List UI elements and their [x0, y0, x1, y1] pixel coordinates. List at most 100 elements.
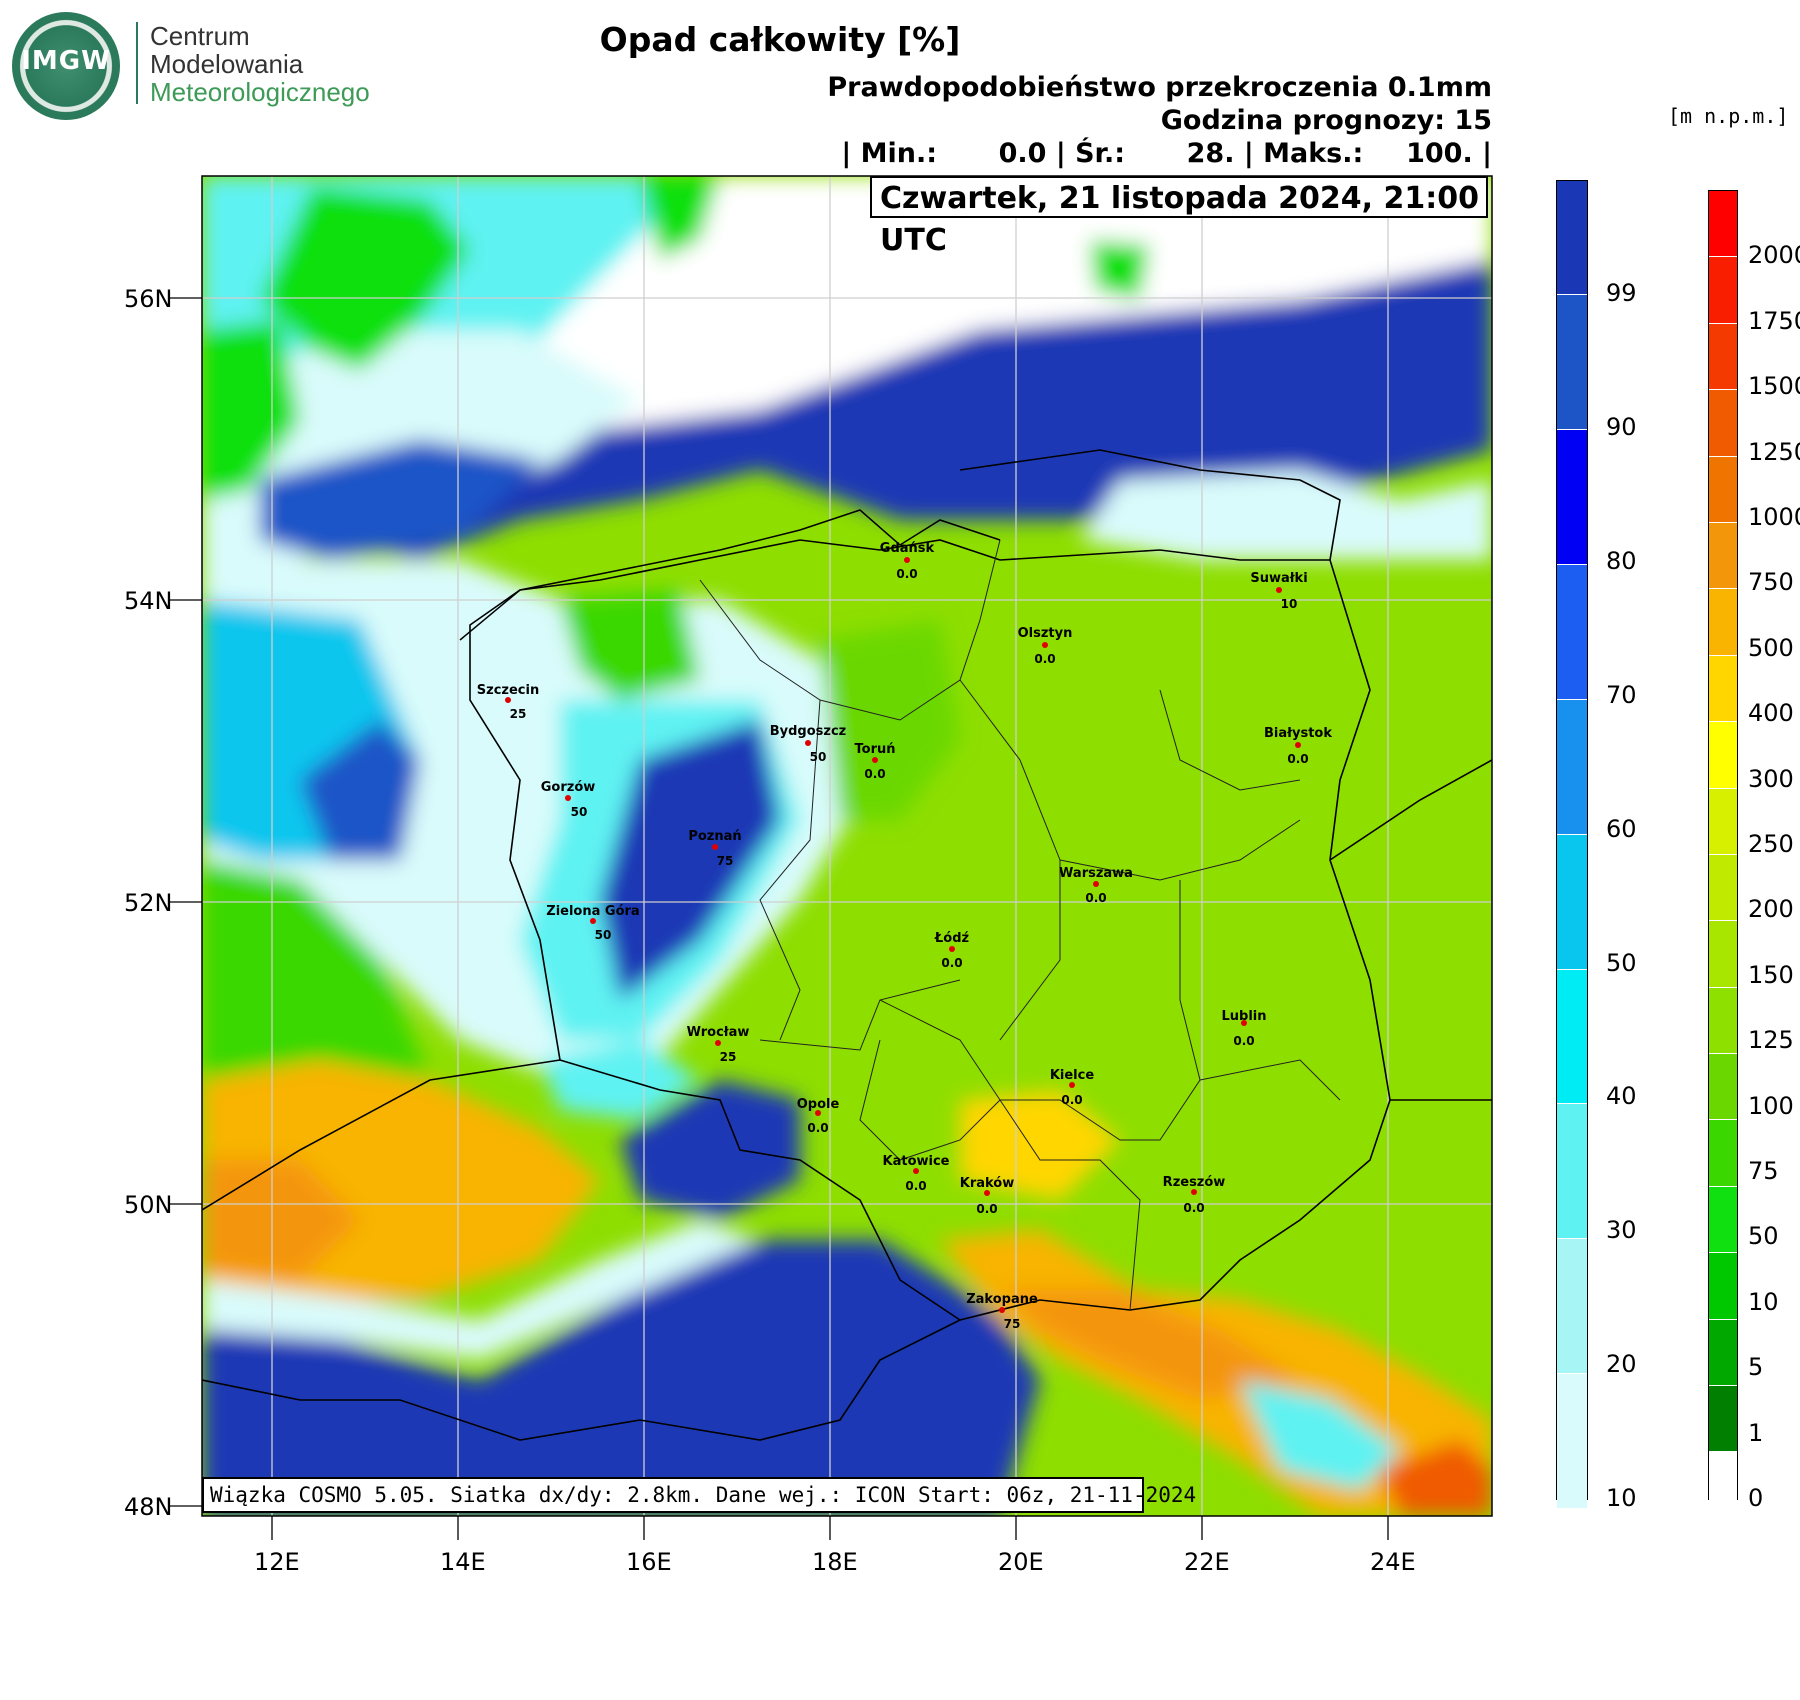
terrain-swatch-0: [1709, 191, 1737, 258]
terrain-colorbar-label: 75: [1748, 1157, 1779, 1185]
city-name-bialystok: Białystok: [1264, 726, 1332, 741]
city-value-bialystok: 0.0: [1287, 752, 1309, 766]
terrain-swatch-12: [1709, 987, 1737, 1055]
city-dot-olsztyn: [1042, 642, 1048, 648]
city-name-krakow: Kraków: [959, 1176, 1015, 1191]
stats-end: |: [1482, 138, 1492, 169]
city-name-suwalki: Suwałki: [1250, 571, 1308, 586]
city-dot-lodz: [949, 946, 955, 952]
city-value-rzeszow: 0.0: [1183, 1201, 1205, 1215]
city-name-opole: Opole: [796, 1097, 840, 1112]
precip-colorbar-label: 99: [1606, 279, 1637, 308]
terrain-swatch-5: [1709, 522, 1737, 590]
city-name-gdansk: Gdańsk: [879, 541, 935, 556]
terrain-swatch-18: [1709, 1386, 1737, 1453]
subtitle-forecast-hour: Godzina prognozy: 15: [1160, 105, 1492, 136]
precip-colorbar-label: 80: [1606, 547, 1637, 576]
lat-label-54n: 54N: [124, 587, 173, 615]
precip-swatch-0: [1557, 181, 1587, 296]
terrain-colorbar-label: 1750: [1748, 306, 1800, 335]
terrain-swatch-10: [1709, 854, 1737, 922]
terrain-swatch-16: [1709, 1253, 1737, 1320]
model-info-box: Wiązka COSMO 5.05. Siatka dx/dy: 2.8km. …: [202, 1477, 1196, 1513]
stats-avg-label: | Śr.:: [1055, 138, 1126, 169]
lat-label-56n: 56N: [124, 285, 173, 313]
city-value-kielce: 0.0: [1061, 1093, 1083, 1107]
org-line-1: Centrum: [150, 21, 250, 51]
city-name-gorzow: Gorzów: [540, 780, 596, 795]
forecast-date-box: Czwartek, 21 listopada 2024, 21:00 UTC: [870, 176, 1488, 258]
terrain-colorbar-label: 1000: [1748, 503, 1800, 531]
city-dot-kielce: [1069, 1082, 1075, 1088]
city-name-torun: Toruń: [854, 742, 896, 757]
precip-swatch-2: [1557, 430, 1587, 566]
city-dot-krakow: [984, 1190, 990, 1196]
terrain-swatch-7: [1709, 655, 1737, 723]
city-dot-rzeszow: [1191, 1189, 1197, 1195]
lon-label-24e: 24E: [1370, 1548, 1416, 1576]
city-dot-katowice: [913, 1168, 919, 1174]
terrain-colorbar-label: 0: [1748, 1484, 1764, 1512]
city-name-katowice: Katowice: [882, 1154, 950, 1169]
terrain-colorbar-label: 2000: [1748, 241, 1800, 270]
terrain-swatch-3: [1709, 390, 1737, 457]
city-value-suwalki: 10: [1280, 597, 1298, 611]
city-value-torun: 0.0: [864, 767, 886, 781]
precip-colorbar-label: 50: [1606, 948, 1637, 977]
voivodeship-borders: [699, 539, 1341, 1311]
city-value-szczecin: 25: [509, 707, 527, 721]
precip-swatch-3: [1557, 565, 1587, 700]
city-value-wroclaw: 25: [719, 1050, 737, 1064]
terrain-colorbar-label: 1250: [1748, 437, 1800, 466]
city-dot-bialystok: [1295, 742, 1301, 748]
terrain-colorbar-label: 1: [1748, 1418, 1764, 1447]
precip-swatch-8: [1557, 1239, 1587, 1375]
terrain-colorbar-label: 125: [1748, 1026, 1794, 1055]
terrain-swatch-11: [1709, 921, 1737, 988]
city-value-zielona-gora: 50: [594, 928, 612, 942]
imgw-logo: IMGW: [12, 12, 120, 120]
logo-inner-text: IMGW: [21, 46, 111, 76]
lon-label-12e: 12E: [254, 1548, 300, 1576]
terrain-colorbar-label: 100: [1748, 1091, 1794, 1120]
terrain-swatch-9: [1709, 788, 1737, 855]
stats-avg-value: 28.: [1186, 138, 1235, 169]
city-dot-zielona-gora: [590, 918, 596, 924]
city-value-zakopane: 75: [1003, 1317, 1021, 1331]
precip-swatch-1: [1557, 295, 1587, 431]
stats-min-value: 0.0: [998, 138, 1047, 169]
terrain-colorbar-label: 200: [1748, 895, 1794, 924]
terrain-swatch-4: [1709, 456, 1737, 523]
lon-label-14e: 14E: [440, 1548, 486, 1576]
precip-colorbar-label: 30: [1606, 1216, 1637, 1245]
terrain-swatch-8: [1709, 722, 1737, 789]
lat-label-48n: 48N: [124, 1493, 173, 1521]
terrain-colorbar-label: 400: [1748, 699, 1794, 728]
terrain-swatch-15: [1709, 1186, 1737, 1254]
city-value-bydgoszcz: 50: [809, 750, 827, 764]
logo-divider: [136, 22, 138, 104]
precip-colorbar-label: 70: [1606, 680, 1637, 709]
city-dot-szczecin: [505, 697, 511, 703]
lon-label-22e: 22E: [1184, 1548, 1230, 1576]
terrain-colorbar: [1708, 190, 1738, 1519]
lon-label-18e: 18E: [812, 1548, 858, 1576]
terrain-colorbar-label: 5: [1748, 1353, 1764, 1382]
lat-label-50n: 50N: [124, 1191, 173, 1219]
country-borders: [202, 449, 1492, 1441]
city-value-poznan: 75: [716, 854, 734, 868]
city-name-szczecin: Szczecin: [476, 683, 540, 698]
city-value-lublin: 0.0: [1233, 1034, 1255, 1048]
city-dot-lublin: [1241, 1020, 1247, 1026]
lon-label-16e: 16E: [626, 1548, 672, 1576]
city-dot-opole: [815, 1110, 821, 1116]
city-name-bydgoszcz: Bydgoszcz: [769, 724, 847, 739]
city-dot-poznan: [712, 844, 718, 850]
map-grid: [202, 176, 1492, 1516]
terrain-colorbar-label: 10: [1748, 1287, 1779, 1316]
stats-min-label: | Min.:: [841, 138, 938, 169]
city-name-lublin: Lublin: [1221, 1009, 1267, 1024]
city-value-warszawa: 0.0: [1085, 891, 1107, 905]
precip-swatch-5: [1557, 834, 1587, 970]
terrain-swatch-6: [1709, 589, 1737, 656]
